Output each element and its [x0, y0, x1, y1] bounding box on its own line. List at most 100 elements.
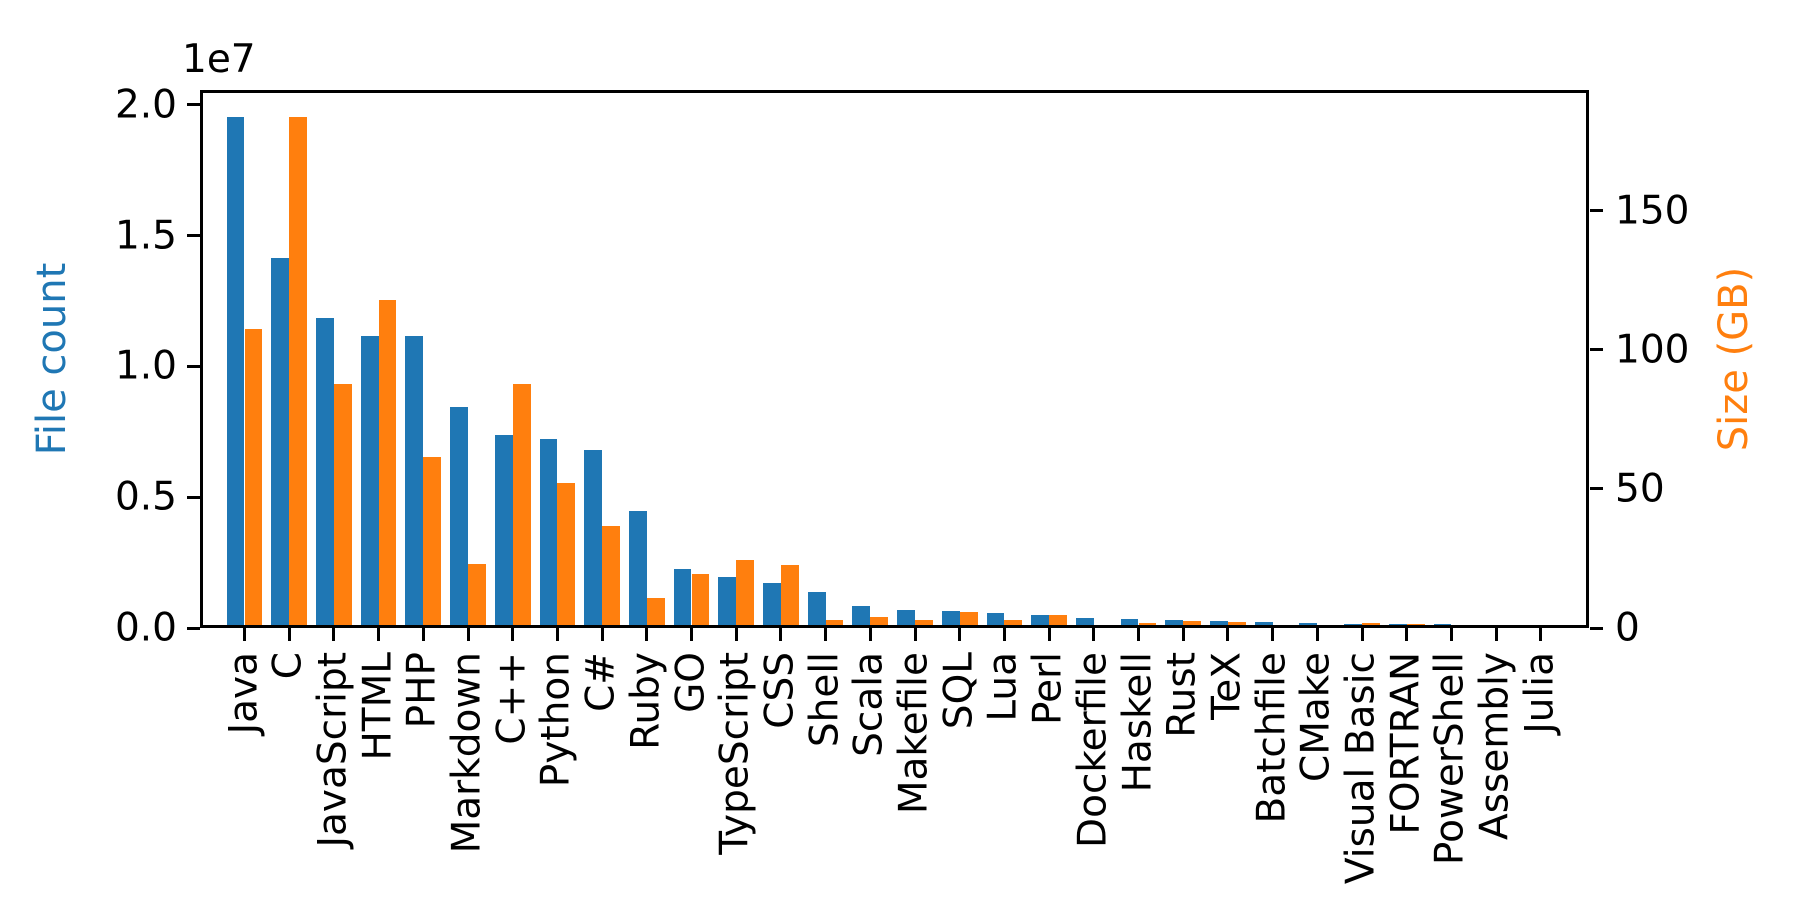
bar-file-count-11-typescript: [718, 577, 737, 628]
x-tick-27-powershell: [1449, 628, 1453, 641]
bar-file-count-20-haskell: [1120, 619, 1139, 628]
bar-size-gb-25-visual-basic: [1362, 622, 1380, 628]
bar-file-count-4-php: [405, 335, 424, 628]
bar-size-gb-27-powershell: [1451, 626, 1470, 628]
x-tick-17-lua: [1002, 628, 1006, 641]
x-tick-label-7-python: Python: [533, 652, 579, 788]
bar-file-count-13-shell: [807, 591, 826, 628]
y-tick-label-right-150: 150: [1615, 188, 1690, 234]
bar-file-count-5-markdown: [450, 406, 468, 628]
bar-size-gb-29-julia: [1540, 627, 1559, 628]
bar-file-count-23-batchfile: [1254, 621, 1273, 628]
bar-size-gb-5-markdown: [468, 563, 486, 628]
x-tick-label-4-php: PHP: [399, 652, 445, 729]
x-tick-label-14-scala: Scala: [846, 652, 892, 757]
bar-size-gb-16-sql: [959, 612, 978, 628]
bar-size-gb-8-c-: [602, 525, 620, 628]
x-tick-6-c-: [511, 628, 515, 641]
bar-file-count-0-java: [226, 116, 245, 628]
x-tick-18-perl: [1047, 628, 1051, 641]
x-tick-label-22-tex: TeX: [1204, 652, 1250, 720]
x-tick-19-dockerfile: [1092, 628, 1096, 641]
y-tick-right-150: [1590, 209, 1603, 213]
x-tick-15-makefile: [913, 628, 917, 641]
y-tick-label-left-2.0: 2.0: [114, 82, 177, 128]
bar-file-count-3-html: [360, 335, 379, 628]
y-tick-label-left-1.0: 1.0: [114, 343, 177, 389]
x-tick-5-markdown: [466, 628, 470, 641]
bar-file-count-2-javascript: [316, 318, 334, 628]
bar-file-count-7-python: [539, 439, 558, 628]
bar-file-count-9-ruby: [628, 511, 647, 628]
y-tick-label-left-0.0: 0.0: [114, 605, 177, 651]
y-tick-label-left-1.5: 1.5: [114, 213, 177, 259]
y-tick-label-right-0: 0: [1615, 605, 1640, 651]
bar-size-gb-6-c-: [512, 384, 531, 628]
x-tick-label-21-rust: Rust: [1159, 652, 1205, 738]
bar-size-gb-17-lua: [1004, 620, 1023, 628]
bar-file-count-14-scala: [852, 606, 871, 628]
x-tick-label-20-haskell: Haskell: [1115, 652, 1161, 793]
bar-size-gb-24-cmake: [1317, 626, 1336, 628]
bar-size-gb-11-typescript: [736, 559, 755, 628]
bar-file-count-29-julia: [1522, 626, 1541, 628]
x-tick-label-9-ruby: Ruby: [623, 652, 669, 750]
y-tick-right-0: [1590, 626, 1603, 630]
plot-area: [200, 90, 1589, 628]
bar-file-count-18-perl: [1031, 614, 1050, 628]
x-tick-label-28-assembly: Assembly: [1472, 652, 1518, 840]
y-tick-label-right-50: 50: [1615, 466, 1665, 512]
x-tick-7-python: [555, 628, 559, 641]
x-tick-label-3-html: HTML: [355, 652, 401, 761]
bar-size-gb-18-perl: [1049, 614, 1067, 628]
y-tick-left-1.0: [187, 364, 200, 368]
bar-size-gb-13-shell: [825, 619, 844, 628]
bar-file-count-26-fortran: [1388, 624, 1407, 628]
bar-file-count-27-powershell: [1433, 624, 1452, 628]
x-tick-24-cmake: [1315, 628, 1319, 641]
bar-size-gb-7-python: [557, 483, 576, 628]
x-tick-12-css: [779, 628, 783, 641]
bar-size-gb-1-c: [289, 116, 308, 628]
bar-size-gb-12-css: [780, 564, 799, 628]
bar-size-gb-21-rust: [1183, 620, 1202, 628]
x-tick-label-15-makefile: Makefile: [891, 652, 937, 815]
x-tick-label-27-powershell: PowerShell: [1427, 652, 1473, 866]
x-tick-label-8-c-: C#: [578, 652, 624, 712]
x-tick-22-tex: [1226, 628, 1230, 641]
bar-file-count-6-c-: [494, 434, 513, 628]
x-tick-16-sql: [958, 628, 962, 641]
x-tick-20-haskell: [1137, 628, 1140, 641]
y-axis-offset-text: 1e7: [182, 37, 256, 82]
x-tick-label-26-fortran: FORTRAN: [1383, 652, 1429, 835]
x-tick-label-17-lua: Lua: [980, 652, 1026, 722]
x-tick-0-java: [243, 628, 246, 641]
x-tick-label-2-javascript: JavaScript: [310, 652, 356, 848]
bar-file-count-28-assembly: [1478, 625, 1497, 628]
x-tick-label-16-sql: SQL: [936, 652, 982, 730]
bar-size-gb-2-javascript: [333, 383, 352, 628]
bar-size-gb-20-haskell: [1138, 622, 1157, 628]
x-tick-label-13-shell: Shell: [802, 652, 848, 748]
y-tick-right-50: [1590, 487, 1603, 491]
x-tick-label-24-cmake: CMake: [1293, 652, 1339, 782]
bar-size-gb-15-makefile: [915, 619, 933, 628]
bar-file-count-17-lua: [986, 612, 1005, 628]
x-tick-label-29-julia: Julia: [1517, 652, 1563, 734]
bar-size-gb-22-tex: [1227, 622, 1246, 628]
bar-file-count-21-rust: [1165, 619, 1184, 628]
x-tick-3-html: [377, 628, 381, 641]
x-tick-label-25-visual-basic: Visual Basic: [1338, 652, 1384, 885]
bar-file-count-15-makefile: [897, 610, 915, 628]
x-tick-14-scala: [868, 628, 872, 641]
bar-file-count-12-css: [763, 582, 781, 628]
x-tick-label-19-dockerfile: Dockerfile: [1070, 652, 1116, 848]
bar-size-gb-3-html: [378, 299, 397, 628]
x-tick-10-go: [690, 628, 693, 641]
x-tick-13-shell: [824, 628, 828, 641]
x-tick-8-c-: [600, 628, 604, 641]
x-tick-label-6-c-: C++: [489, 652, 535, 745]
bar-size-gb-10-go: [691, 574, 710, 628]
y-tick-left-0.0: [187, 626, 200, 630]
